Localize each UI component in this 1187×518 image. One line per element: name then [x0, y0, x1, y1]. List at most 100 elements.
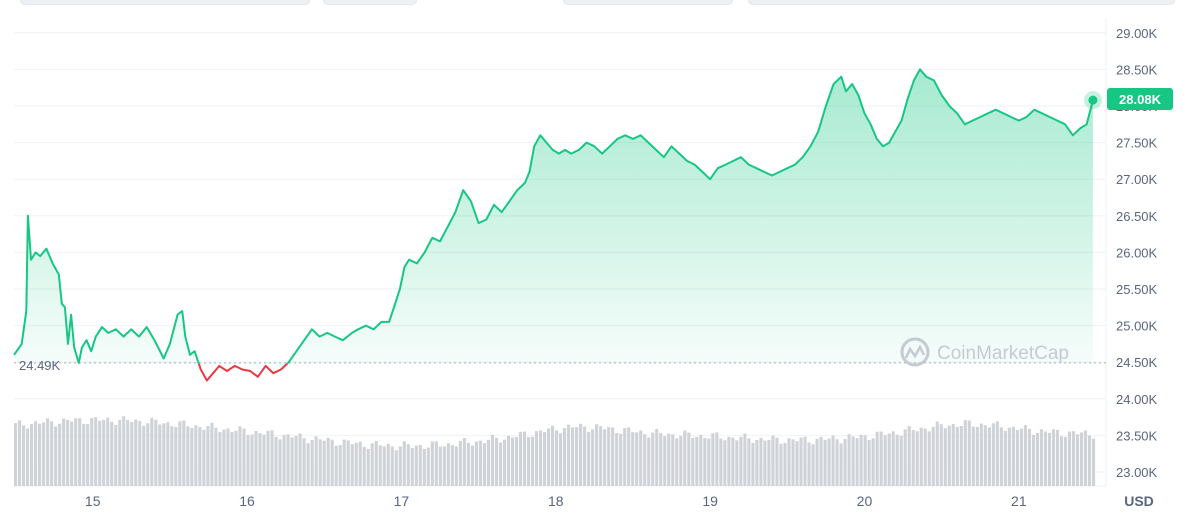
- volume-bar: [1055, 429, 1060, 486]
- volume-bar: [394, 450, 398, 486]
- volume-bar: [907, 426, 911, 486]
- coinmarketcap-watermark: CoinMarketCap: [900, 337, 1069, 367]
- volume-bar: [170, 426, 174, 486]
- volume-bar: [414, 445, 418, 486]
- volume-bar: [627, 427, 631, 486]
- volume-bar: [138, 421, 142, 486]
- volume-bar: [583, 426, 587, 486]
- volume-bar: [58, 423, 62, 486]
- volume-bar: [811, 444, 815, 486]
- volume-bar: [663, 436, 667, 486]
- volume-bar: [150, 417, 154, 486]
- volume-bar: [611, 427, 615, 486]
- volume-bar: [330, 439, 334, 486]
- volume-bar: [142, 425, 146, 486]
- volume-bar: [358, 441, 362, 486]
- volume-bar: [571, 427, 575, 486]
- volume-bar: [250, 434, 254, 486]
- volume-bar: [959, 425, 963, 486]
- volume-bar: [947, 425, 951, 486]
- volume-bar: [807, 442, 811, 486]
- baseline-label: 24.49K: [19, 358, 61, 373]
- volume-bar: [675, 438, 679, 486]
- volume-bar: [679, 436, 683, 486]
- volume-bar: [486, 439, 490, 486]
- volume-bar: [430, 441, 434, 486]
- volume-bar: [426, 447, 430, 486]
- volume-bar: [843, 439, 847, 486]
- volume-bar: [386, 443, 390, 486]
- volume-bar: [635, 432, 639, 486]
- volume-bar: [623, 428, 627, 486]
- volume-bar: [779, 443, 783, 486]
- volume-bar: [506, 435, 511, 486]
- volume-bar: [118, 419, 122, 486]
- volume-bar: [775, 437, 779, 486]
- volume-bar: [66, 419, 70, 486]
- volume-bar: [134, 419, 138, 486]
- volume-bar: [895, 434, 899, 486]
- volume-bar: [30, 423, 34, 486]
- volume-bar: [791, 439, 795, 486]
- volume-bar: [510, 437, 515, 486]
- volume-bar: [723, 440, 727, 486]
- volume-bar: [378, 445, 382, 486]
- current-price-label: 28.08K: [1119, 92, 1162, 107]
- volume-bar: [1079, 432, 1084, 486]
- volume-bar: [851, 436, 855, 486]
- volume-bar: [699, 434, 703, 486]
- volume-bar: [26, 428, 30, 486]
- y-tick-label: 23.50K: [1116, 428, 1158, 443]
- volume-bar: [422, 448, 426, 486]
- volume-bar: [46, 418, 50, 486]
- volume-bar: [1019, 428, 1023, 486]
- x-tick-label: 19: [702, 493, 718, 509]
- volume-bar: [370, 443, 374, 486]
- volume-bar: [995, 421, 999, 486]
- volume-bar: [146, 423, 150, 486]
- volume-bar: [951, 423, 955, 486]
- volume-bar: [1039, 429, 1044, 486]
- x-tick-label: 16: [239, 493, 255, 509]
- volume-bar: [619, 433, 623, 486]
- volume-bar: [1067, 431, 1072, 486]
- price-line-up: [13, 68, 1094, 364]
- volume-bar: [270, 430, 274, 486]
- volume-bar: [1087, 435, 1092, 486]
- volume-bar: [366, 448, 370, 486]
- volume-bar: [462, 438, 466, 486]
- volume-bar: [514, 437, 519, 486]
- volume-bar: [1023, 425, 1027, 486]
- volume-bar: [555, 430, 559, 486]
- volume-bar: [567, 424, 571, 486]
- volume-bar: [927, 431, 931, 486]
- volume-bar: [719, 438, 723, 486]
- volume-bar: [783, 442, 787, 486]
- volume-bar: [450, 445, 454, 486]
- volume-bar: [647, 437, 651, 486]
- x-tick-label: 15: [85, 493, 101, 509]
- volume-bar: [559, 433, 563, 486]
- volume-bar: [286, 434, 290, 486]
- volume-bar: [599, 426, 603, 486]
- coinmarketcap-logo-icon: [900, 337, 930, 367]
- volume-bar: [755, 439, 759, 486]
- volume-bar: [1007, 427, 1011, 486]
- volume-bar: [238, 426, 242, 486]
- volume-bar: [278, 439, 282, 486]
- volume-bar: [683, 430, 687, 486]
- volume-bar: [34, 421, 38, 486]
- volume-bar: [314, 436, 318, 486]
- volume-bar: [234, 430, 238, 486]
- volume-bar: [474, 441, 478, 486]
- volume-bar: [795, 441, 799, 486]
- y-tick-label: 27.50K: [1116, 136, 1158, 151]
- volume-bar: [607, 427, 611, 486]
- volume-bar: [398, 446, 402, 486]
- volume-bar: [859, 434, 863, 486]
- volume-bar: [190, 427, 194, 486]
- volume-bar: [498, 442, 503, 486]
- volume-bar: [967, 420, 971, 486]
- volume-bar: [667, 433, 671, 486]
